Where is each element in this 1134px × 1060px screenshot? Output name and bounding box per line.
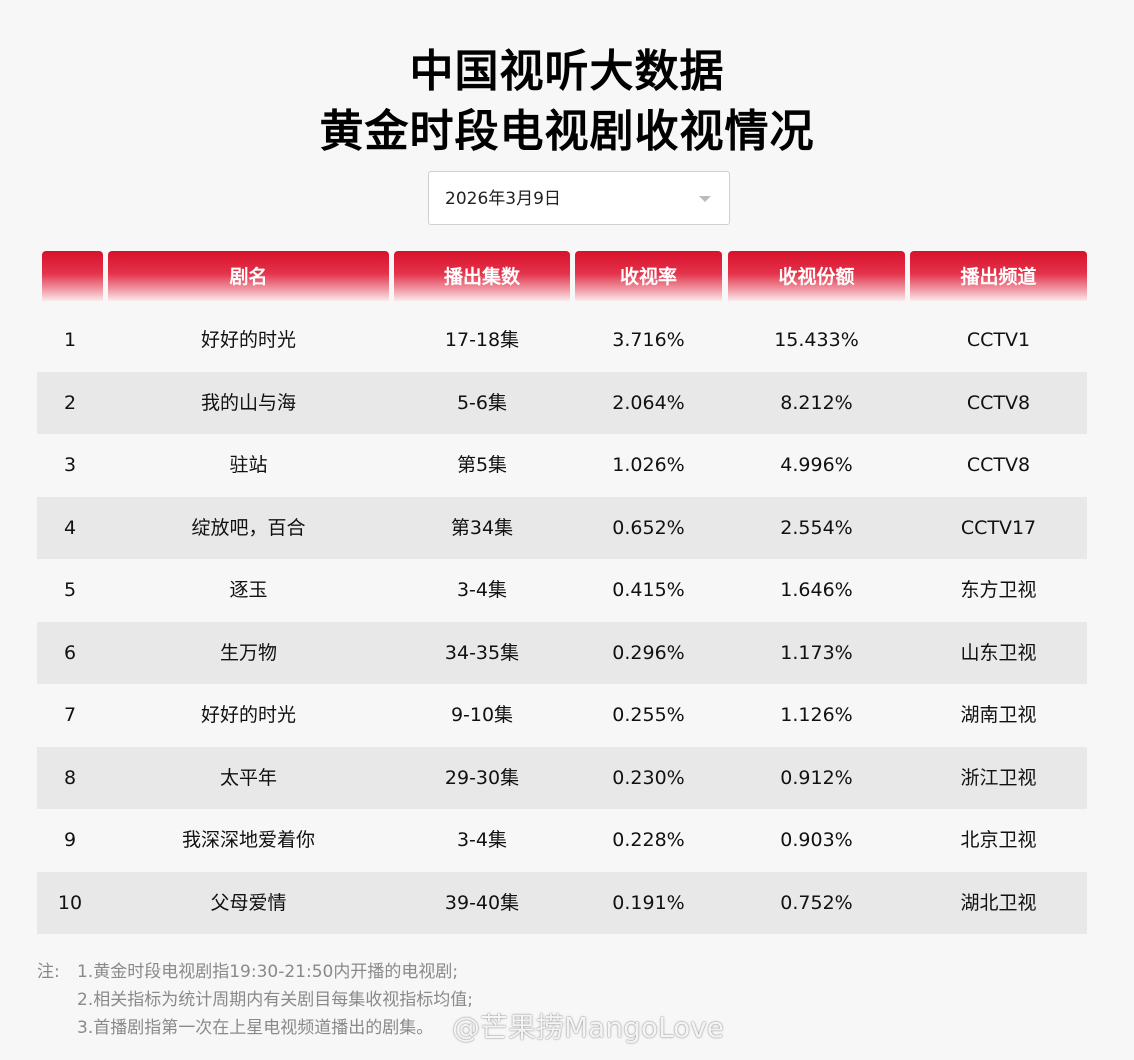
table-row: 8 太平年 29-30集 0.230% 0.912% 浙江卫视: [37, 746, 1087, 809]
cell-episodes: 3-4集: [456, 829, 508, 851]
cell-title: 我的山与海: [200, 391, 296, 414]
header-episodes: 播出集数: [394, 251, 570, 301]
watermark: @芒果捞MangoLove: [452, 1011, 725, 1044]
cell-rating: 0.255%: [612, 704, 685, 726]
header-share: 收视份额: [728, 251, 905, 301]
cell-channel: CCTV8: [966, 454, 1031, 476]
cell-episodes: 39-40集: [444, 891, 520, 914]
table-row: 4 绽放吧，百合 第34集 0.652% 2.554% CCTV17: [37, 496, 1087, 559]
cell-share: 4.996%: [780, 454, 853, 476]
table-row: 3 驻站 第5集 1.026% 4.996% CCTV8: [37, 434, 1087, 497]
cell-rating: 0.415%: [612, 579, 685, 601]
header-rank: [42, 251, 103, 301]
cell-share: 1.646%: [780, 579, 853, 601]
header-channel: 播出频道: [910, 251, 1087, 301]
table-row: 7 好好的时光 9-10集 0.255% 1.126% 湖南卫视: [37, 684, 1087, 747]
note-line-2: 2.相关指标为统计周期内有关剧目每集收视指标均值;: [77, 990, 473, 1010]
cell-channel: 湖南卫视: [960, 704, 1037, 726]
notes-prefix: 注:: [37, 962, 60, 982]
cell-channel: CCTV1: [966, 329, 1031, 351]
table-row: 1 好好的时光 17-18集 3.716% 15.433% CCTV1: [37, 309, 1087, 372]
cell-rating: 0.296%: [612, 641, 685, 664]
cell-rank: 4: [63, 516, 77, 539]
cell-episodes: 34-35集: [444, 641, 520, 664]
cell-episodes: 第5集: [456, 454, 508, 476]
cell-title: 好好的时光: [200, 329, 296, 351]
cell-rating: 3.716%: [612, 329, 685, 351]
table-row: 5 逐玉 3-4集 0.415% 1.646% 东方卫视: [37, 559, 1087, 622]
cell-share: 0.912%: [780, 766, 853, 789]
cell-episodes: 5-6集: [456, 391, 508, 414]
cell-share: 8.212%: [780, 391, 853, 414]
cell-episodes: 第34集: [450, 516, 514, 539]
cell-episodes: 17-18集: [444, 329, 520, 351]
cell-rating: 0.191%: [612, 891, 685, 914]
cell-title: 绽放吧，百合: [191, 516, 306, 539]
cell-share: 0.752%: [780, 891, 853, 914]
header-title: 剧名: [108, 251, 389, 301]
cell-share: 2.554%: [780, 516, 853, 539]
date-select-value: 2026年3月9日: [445, 189, 561, 209]
cell-episodes: 29-30集: [444, 766, 520, 789]
cell-channel: 湖北卫视: [960, 891, 1037, 914]
cell-share: 1.173%: [780, 641, 853, 664]
cell-episodes: 9-10集: [450, 704, 514, 726]
cell-channel: 东方卫视: [960, 579, 1037, 601]
cell-share: 0.903%: [780, 829, 853, 851]
cell-rank: 5: [63, 579, 77, 601]
chevron-down-icon: [699, 196, 711, 202]
cell-share: 15.433%: [774, 329, 859, 351]
cell-rank: 10: [57, 891, 83, 914]
cell-episodes: 3-4集: [456, 579, 508, 601]
cell-rating: 2.064%: [612, 391, 685, 414]
cell-title: 父母爱情: [210, 891, 287, 914]
cell-title: 我深深地爱着你: [181, 829, 315, 851]
table-row: 9 我深深地爱着你 3-4集 0.228% 0.903% 北京卫视: [37, 809, 1087, 872]
note-line-3: 3.首播剧指第一次在上星电视频道播出的剧集。: [77, 1018, 434, 1038]
cell-title: 驻站: [229, 454, 268, 476]
cell-channel: 山东卫视: [960, 641, 1037, 664]
cell-channel: CCTV17: [960, 516, 1037, 539]
cell-channel: 浙江卫视: [960, 766, 1037, 789]
note-line-1: 1.黄金时段电视剧指19:30-21:50内开播的电视剧;: [77, 962, 459, 982]
cell-share: 1.126%: [780, 704, 853, 726]
cell-channel: CCTV8: [966, 391, 1031, 414]
cell-title: 生万物: [219, 641, 277, 664]
table-row: 10 父母爱情 39-40集 0.191% 0.752% 湖北卫视: [37, 871, 1087, 934]
cell-rank: 6: [63, 641, 77, 664]
cell-rating: 1.026%: [612, 454, 685, 476]
cell-rating: 0.230%: [612, 766, 685, 789]
cell-rating: 0.652%: [612, 516, 685, 539]
cell-rank: 3: [63, 454, 77, 476]
table-row: 6 生万物 34-35集 0.296% 1.173% 山东卫视: [37, 621, 1087, 684]
cell-title: 好好的时光: [200, 704, 296, 726]
cell-rank: 1: [63, 329, 77, 351]
page-title-line2: 黄金时段电视剧收视情况: [319, 106, 815, 157]
table-row: 2 我的山与海 5-6集 2.064% 8.212% CCTV8: [37, 371, 1087, 434]
cell-rank: 9: [63, 829, 77, 851]
table-body: 1 好好的时光 17-18集 3.716% 15.433% CCTV1 2 我的山与海 5-6集…: [37, 309, 1087, 934]
table-header: 剧名 播出集数 收视率 收视份额 播出频道: [0, 251, 1134, 301]
cell-title: 太平年: [219, 766, 277, 789]
header-rating: 收视率: [575, 251, 722, 301]
page-title-line1: 中国视听大数据: [409, 46, 725, 97]
cell-rating: 0.228%: [612, 829, 685, 851]
cell-rank: 8: [63, 766, 77, 789]
date-select-dropdown[interactable]: 2026年3月9日: [428, 171, 730, 225]
cell-rank: 2: [63, 391, 77, 414]
cell-title: 逐玉: [229, 579, 268, 601]
cell-channel: 北京卫视: [960, 829, 1037, 851]
cell-rank: 7: [63, 704, 77, 726]
